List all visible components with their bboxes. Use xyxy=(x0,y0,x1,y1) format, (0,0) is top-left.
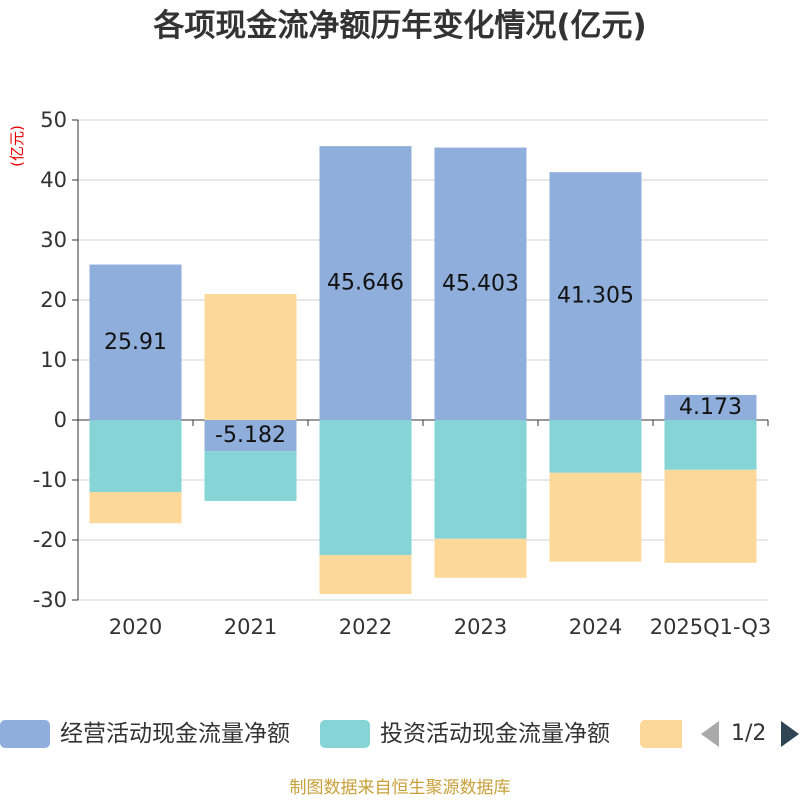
chart-title: 各项现金流净额历年变化情况(亿元) xyxy=(153,8,647,44)
bar-series-0-2021 xyxy=(204,420,297,452)
y-tick-labels: 50 40 30 20 10 0 -10 -20 -30 xyxy=(33,108,67,612)
bar-series-2-2023 xyxy=(434,538,527,578)
bar-series-1-2025Q1-Q3 xyxy=(664,420,757,470)
data-label: 4.173 xyxy=(679,395,742,420)
x-tick-label: 2021 xyxy=(224,615,277,639)
bar-series-0-2020 xyxy=(89,264,182,420)
y-tick-label: 10 xyxy=(40,348,67,372)
bar-series-2-2022 xyxy=(319,555,412,594)
legend-page-prev-button[interactable] xyxy=(701,720,719,748)
legend-item-investing[interactable]: 投资活动现金流量净额 xyxy=(320,720,620,748)
legend-item-third[interactable] xyxy=(640,720,682,748)
y-tick-label: 40 xyxy=(40,168,67,192)
legend-page-indicator: 1/2 xyxy=(731,721,767,746)
data-label: 41.305 xyxy=(557,284,634,309)
legend-page-next-button[interactable] xyxy=(781,720,799,748)
y-tick-label: 0 xyxy=(54,408,67,432)
x-tick-label: 2023 xyxy=(454,615,507,639)
bar-series-1-2020 xyxy=(89,420,182,492)
y-tick-label: -30 xyxy=(33,588,67,612)
y-tick-label: 30 xyxy=(40,228,67,252)
x-tick-label: 2025Q1-Q3 xyxy=(650,615,772,639)
axes xyxy=(72,119,769,601)
bar-series-0-2022 xyxy=(319,146,412,420)
y-tick-label: 50 xyxy=(40,108,67,132)
bars xyxy=(89,146,757,594)
y-tick-label: -20 xyxy=(33,528,67,552)
legend-label: 经营活动现金流量净额 xyxy=(60,721,290,747)
bar-series-0-2023 xyxy=(434,147,527,420)
bar-series-0-2024 xyxy=(549,172,642,420)
y-tick-label: 20 xyxy=(40,288,67,312)
legend-swatch xyxy=(640,720,682,748)
bar-series-2-2021 xyxy=(204,294,297,420)
data-source-footer: 制图数据来自恒生聚源数据库 xyxy=(289,778,511,798)
prev-triangle xyxy=(701,721,719,747)
data-label: 45.646 xyxy=(327,271,404,296)
x-tick-label: 2022 xyxy=(339,615,392,639)
data-labels: 25.91 -5.182 45.646 45.403 41.305 4.173 xyxy=(104,271,742,448)
bar-series-0-2025Q1-Q3 xyxy=(664,394,757,420)
bar-series-1-2022 xyxy=(319,420,412,555)
bar-series-2-2020 xyxy=(89,492,182,524)
x-tick-label: 2024 xyxy=(569,615,622,639)
data-label: 25.91 xyxy=(104,330,167,355)
chevron-left-icon xyxy=(701,721,719,747)
data-label: 45.403 xyxy=(442,271,519,296)
legend-swatch xyxy=(0,720,50,748)
x-tick-labels: 2020 2021 2022 2023 2024 2025Q1-Q3 xyxy=(109,615,772,639)
legend-item-operating[interactable]: 经营活动现金流量净额 xyxy=(0,720,300,748)
next-triangle xyxy=(781,721,799,747)
bar-series-2-2025Q1-Q3 xyxy=(664,469,757,563)
bar-series-1-2024 xyxy=(549,420,642,473)
legend-swatch xyxy=(320,720,370,748)
y-axis-unit: (亿元) xyxy=(8,125,26,167)
y-tick-label: -10 xyxy=(33,468,67,492)
chevron-right-icon xyxy=(781,721,799,747)
bar-series-2-2024 xyxy=(549,472,642,562)
bar-series-1-2021 xyxy=(204,451,297,501)
legend-label: 投资活动现金流量净额 xyxy=(380,721,610,747)
bar-series-1-2023 xyxy=(434,420,527,539)
x-tick-label: 2020 xyxy=(109,615,162,639)
data-label: -5.182 xyxy=(215,423,286,448)
legend: 经营活动现金流量净额 投资活动现金流量净额 1/2 xyxy=(0,720,800,750)
